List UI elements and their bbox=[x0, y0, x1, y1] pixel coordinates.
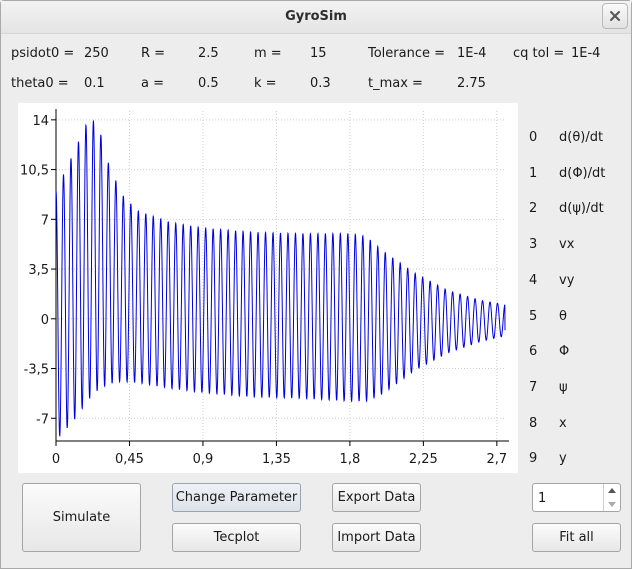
channel-label: vx bbox=[559, 237, 575, 253]
channel-index: 9 bbox=[529, 451, 538, 467]
psidot0-label: psidot0 = bbox=[11, 46, 75, 61]
r-label: R = bbox=[141, 46, 166, 61]
theta0-label: theta0 = bbox=[11, 76, 69, 91]
channel-index: 5 bbox=[529, 308, 538, 324]
title-bar: GyroSim bbox=[1, 1, 631, 34]
channel-index: 4 bbox=[529, 272, 538, 288]
signal-line bbox=[55, 119, 506, 438]
close-button[interactable] bbox=[602, 3, 628, 29]
m-value: 15 bbox=[310, 46, 327, 61]
chevron-down-icon bbox=[608, 502, 616, 507]
y-tick-label: 14 bbox=[32, 114, 49, 129]
a-label: a = bbox=[141, 76, 164, 91]
psidot0-value: 250 bbox=[84, 46, 109, 61]
x-tick-label: 1,8 bbox=[340, 452, 361, 467]
channel-index: 1 bbox=[529, 165, 538, 181]
x-tick-label: 0,9 bbox=[193, 452, 214, 467]
channel-spinbox[interactable] bbox=[532, 483, 621, 512]
export-data-button[interactable]: Export Data bbox=[332, 483, 421, 512]
tolerance-label: Tolerance = bbox=[368, 46, 446, 61]
channel-index: 0 bbox=[529, 130, 538, 145]
channel-label: vy bbox=[559, 272, 575, 288]
k-value: 0.3 bbox=[310, 76, 331, 91]
channel-label: d(ψ)/dt bbox=[559, 201, 604, 217]
y-tick-label: 3,5 bbox=[28, 263, 49, 278]
channel-index: 3 bbox=[529, 237, 538, 253]
simulate-button[interactable]: Simulate bbox=[22, 483, 141, 552]
channel-label: ψ bbox=[559, 379, 568, 395]
y-tick-label: 0 bbox=[41, 313, 49, 328]
channel-label: Φ bbox=[559, 344, 570, 360]
spinbox-down-button[interactable] bbox=[604, 498, 620, 511]
theta0-value: 0.1 bbox=[84, 76, 105, 91]
x-tick-label: 0 bbox=[52, 452, 60, 467]
k-label: k = bbox=[254, 76, 277, 91]
x-tick-label: 1,35 bbox=[262, 452, 291, 467]
y-tick-label: -7 bbox=[36, 412, 49, 427]
channel-label: θ bbox=[559, 308, 567, 324]
channel-label: x bbox=[559, 415, 567, 431]
window-title: GyroSim bbox=[285, 9, 347, 24]
channel-spinbox-input[interactable] bbox=[538, 489, 600, 507]
tmax-label: t_max = bbox=[368, 76, 423, 91]
x-tick-label: 0,45 bbox=[115, 452, 144, 467]
import-data-button[interactable]: Import Data bbox=[332, 523, 421, 552]
r-value: 2.5 bbox=[198, 46, 219, 61]
cqtol-label: cq tol = bbox=[513, 46, 565, 61]
channel-index: 2 bbox=[529, 201, 538, 217]
channel-label: d(Φ)/dt bbox=[559, 165, 606, 181]
a-value: 0.5 bbox=[198, 76, 219, 91]
channel-label: d(θ)/dt bbox=[559, 130, 604, 145]
x-tick-label: 2,25 bbox=[409, 452, 438, 467]
tecplot-button[interactable]: Tecplot bbox=[172, 523, 301, 552]
x-tick-label: 2,7 bbox=[486, 452, 507, 467]
cqtol-value: 1E-4 bbox=[571, 46, 601, 61]
plot-area[interactable]: 0 0,45 0,9 1,35 1,8 2,25 2,7 14 10,5 7 3,5 0 -3,5 -7 bbox=[18, 103, 518, 473]
fit-all-button[interactable]: Fit all bbox=[532, 523, 621, 552]
chevron-up-icon bbox=[608, 488, 616, 493]
y-tick-label: 10,5 bbox=[20, 164, 49, 179]
m-label: m = bbox=[254, 46, 282, 61]
y-tick-label: 7 bbox=[41, 213, 49, 228]
close-icon bbox=[610, 11, 620, 21]
channel-index: 8 bbox=[529, 415, 538, 431]
channel-index: 7 bbox=[529, 379, 538, 395]
spinbox-up-button[interactable] bbox=[604, 484, 620, 497]
channel-label: y bbox=[559, 451, 567, 467]
line-chart[interactable]: 0 0,45 0,9 1,35 1,8 2,25 2,7 14 10,5 7 3,5 0 -3,5 -7 bbox=[18, 103, 518, 473]
tmax-value: 2.75 bbox=[457, 76, 486, 91]
spinbox-arrows bbox=[603, 484, 620, 511]
channel-index: 6 bbox=[529, 344, 538, 360]
y-tick-label: -3,5 bbox=[24, 363, 49, 378]
change-parameter-button[interactable]: Change Parameter bbox=[172, 483, 301, 512]
tolerance-value: 1E-4 bbox=[457, 46, 487, 61]
